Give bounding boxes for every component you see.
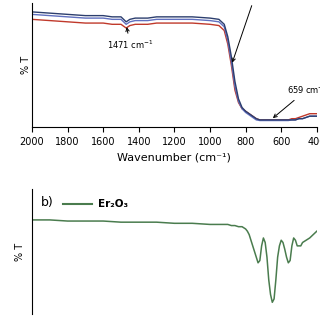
X-axis label: Wavenumber (cm⁻¹): Wavenumber (cm⁻¹) xyxy=(117,153,231,163)
Text: b): b) xyxy=(41,196,53,209)
Text: % T: % T xyxy=(15,243,25,260)
Text: Er₂O₃: Er₂O₃ xyxy=(98,199,128,209)
Text: 1471 cm$^{-1}$: 1471 cm$^{-1}$ xyxy=(107,28,154,51)
Text: 880 cm$^{-1}$: 880 cm$^{-1}$ xyxy=(232,0,276,62)
Text: 659 cm$^{-1}$: 659 cm$^{-1}$ xyxy=(274,84,320,117)
Y-axis label: % T: % T xyxy=(20,56,31,74)
